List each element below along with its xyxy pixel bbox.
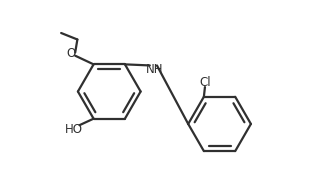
Text: Cl: Cl [200, 76, 211, 89]
Text: NH: NH [145, 63, 163, 76]
Text: HO: HO [65, 123, 82, 136]
Text: O: O [67, 47, 76, 60]
